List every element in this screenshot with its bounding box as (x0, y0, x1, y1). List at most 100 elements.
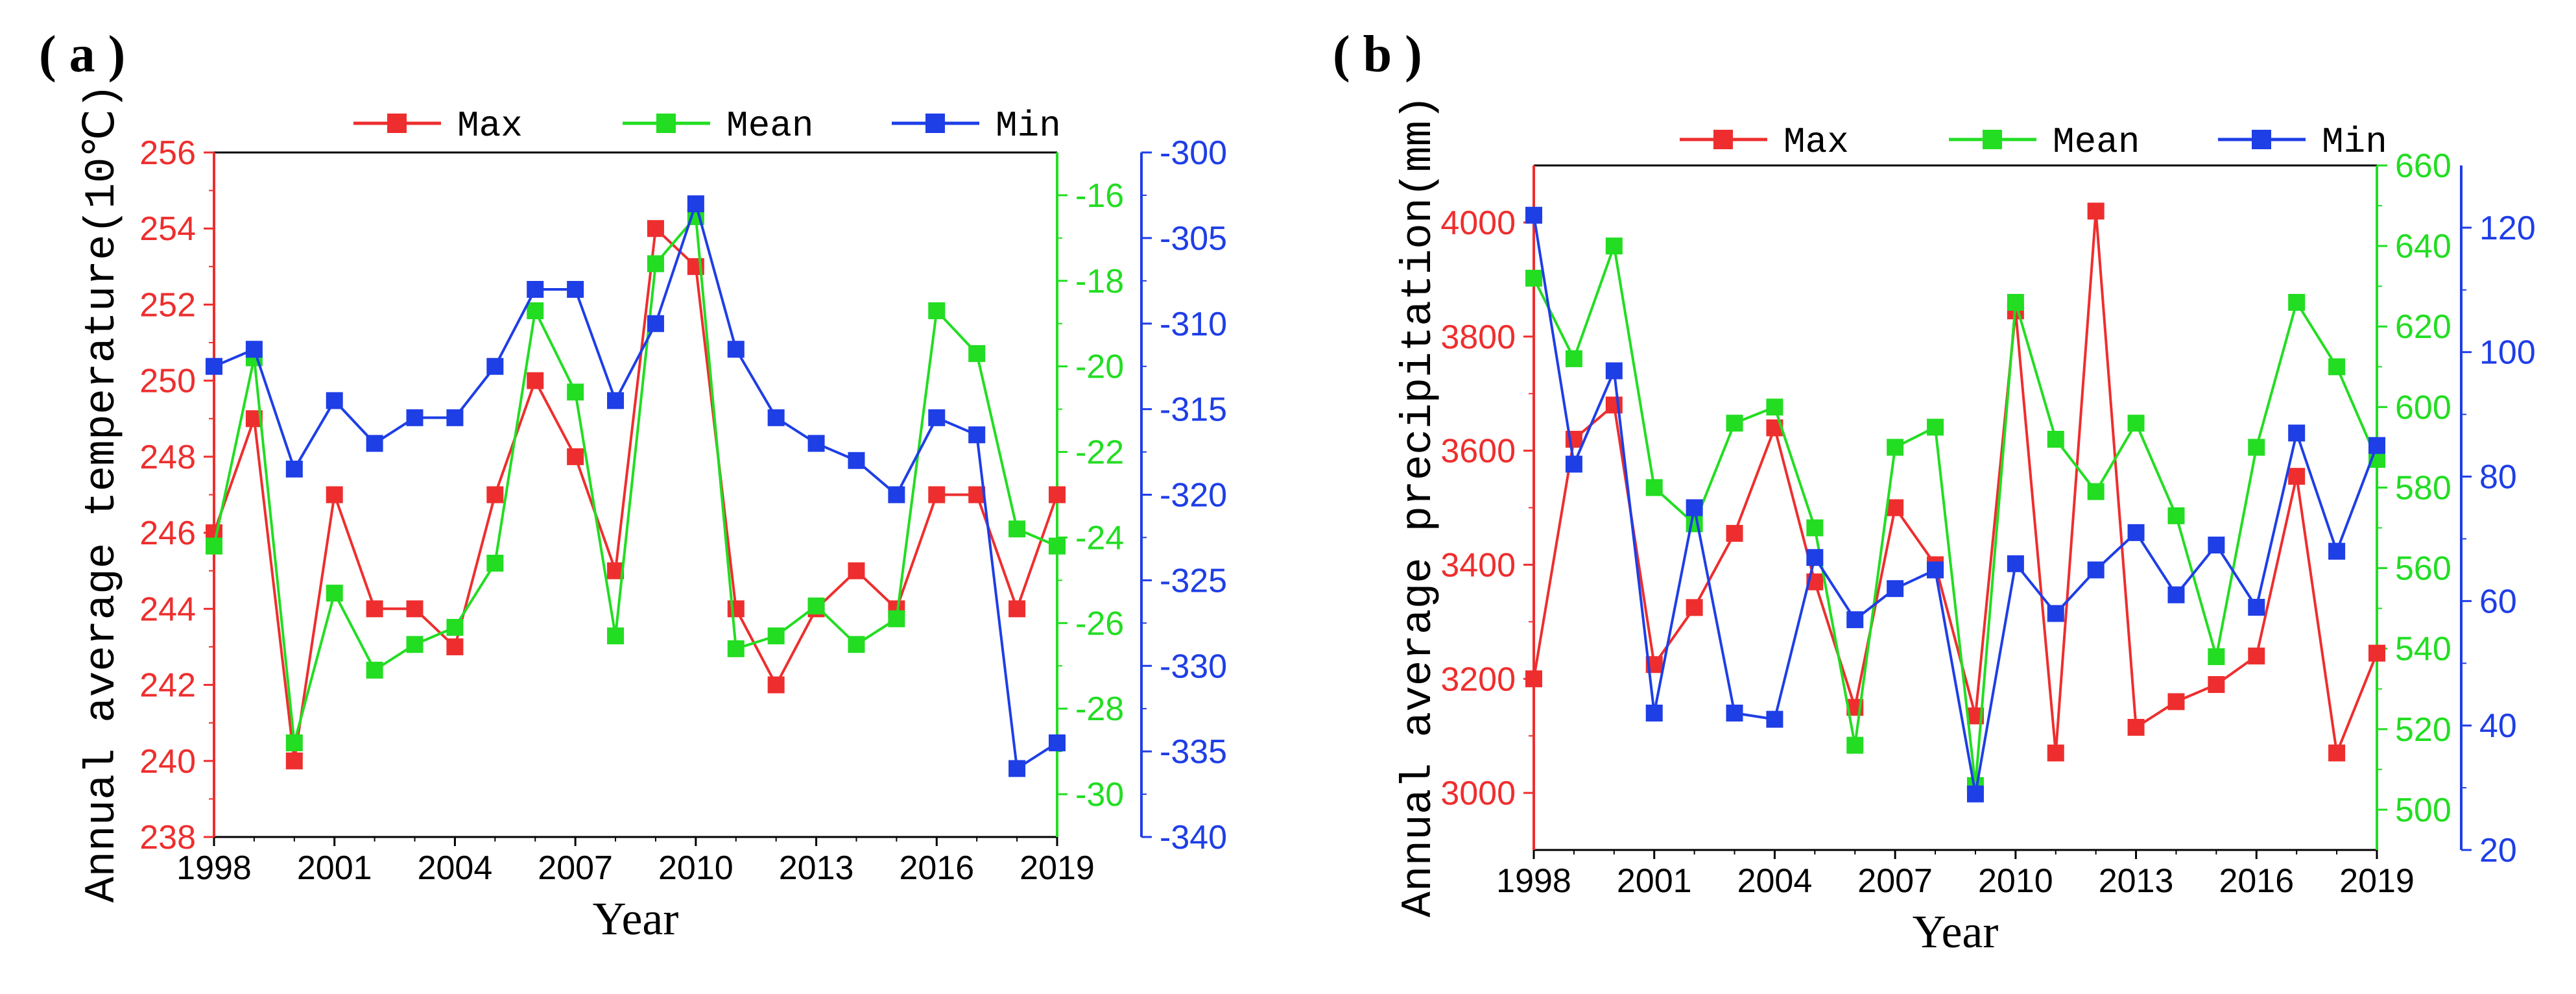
y-tick-label: -30 (1075, 776, 1124, 814)
legend-label-min: Min (2322, 121, 2387, 163)
data-point-min (2167, 586, 2185, 603)
data-point-max (1049, 486, 1066, 503)
y-tick-label: 248 (139, 439, 196, 476)
data-point-min (1887, 580, 1904, 598)
data-point-mean (1806, 519, 1824, 537)
x-tick-label: 2007 (1857, 862, 1933, 900)
legend-entry-mean: Mean (623, 105, 813, 147)
data-point-min (1806, 549, 1824, 566)
data-point-min (1605, 362, 1623, 380)
data-point-max (647, 220, 664, 237)
y-tick-label: 660 (2395, 147, 2451, 185)
y-tick-label: 244 (139, 590, 196, 628)
data-point-mean (727, 640, 745, 657)
data-point-mean (848, 636, 865, 653)
data-point-mean (326, 585, 343, 602)
data-point-mean (406, 636, 423, 653)
y-tick-label: 120 (2479, 210, 2536, 247)
data-point-min (727, 341, 745, 358)
y-tick-label: -22 (1075, 434, 1124, 472)
x-axis-label: Year (593, 893, 679, 945)
series-line-mean (1532, 241, 2378, 786)
data-point-mean (2047, 431, 2064, 448)
y-axis-mean: 500 520 540 560 580 600 620 640 660 (2376, 147, 2451, 850)
data-point-min (206, 358, 222, 375)
data-point-mean (607, 627, 625, 645)
series-line-min (213, 199, 1058, 771)
y-tick-label: 3000 (1440, 775, 1516, 812)
y-tick-label: 3200 (1440, 661, 1516, 698)
data-point-max (1726, 525, 1743, 542)
data-point-mean (888, 610, 905, 627)
x-tick-label: 2004 (418, 849, 493, 887)
x-tick-label: 2013 (2099, 862, 2174, 900)
legend-label-max: Max (1783, 121, 1849, 163)
y-tick-label: 242 (139, 667, 196, 705)
data-point-min (366, 435, 383, 452)
data-point-min (2328, 542, 2346, 560)
y-axis-max: 238 240 242 244 246 248 250 252 254 256 (139, 134, 215, 856)
data-point-max (2047, 744, 2064, 762)
data-point-min (1966, 785, 1984, 803)
data-point-min (1049, 734, 1066, 751)
y-axis-label: Annual average temperature(10℃) (78, 84, 126, 903)
series-max (206, 220, 1066, 770)
x-tick-label: 2019 (1020, 849, 1095, 887)
y-tick-label: -20 (1075, 348, 1124, 386)
y-tick-label: 640 (2395, 228, 2451, 265)
data-point-mean (206, 537, 222, 555)
x-tick-label: 2001 (1617, 862, 1692, 900)
data-point-min (2007, 555, 2024, 572)
x-tick-label: 2010 (658, 849, 733, 887)
legend-marker-mean (656, 114, 676, 133)
y-tick-label: -330 (1160, 648, 1227, 685)
data-point-min (527, 281, 544, 298)
data-point-mean (567, 383, 584, 401)
series-mean (206, 208, 1066, 751)
y-tick-label: 238 (139, 819, 196, 856)
y-tick-label: 240 (139, 743, 196, 781)
legend-label-max: Max (457, 105, 523, 147)
y-tick-label: 600 (2395, 389, 2451, 426)
data-point-min (2368, 437, 2385, 454)
y-tick-label: 520 (2395, 711, 2451, 749)
data-point-mean (807, 597, 825, 614)
data-point-min (2288, 424, 2306, 442)
data-point-max (446, 638, 464, 655)
y-tick-label: -305 (1160, 220, 1227, 258)
legend-marker-mean (1983, 130, 2002, 149)
y-tick-label: 3400 (1440, 546, 1516, 584)
data-point-max (406, 600, 423, 618)
x-tick-label: 2007 (538, 849, 613, 887)
data-point-mean (2328, 358, 2346, 376)
x-tick-label: 2013 (779, 849, 854, 887)
data-point-min (1525, 206, 1542, 224)
x-tick-label: 2016 (2219, 862, 2294, 900)
data-point-mean (2288, 294, 2306, 311)
y-tick-label: -16 (1075, 177, 1124, 215)
data-point-mean (2007, 294, 2024, 311)
data-point-min (1565, 455, 1582, 473)
series-min (1525, 206, 2385, 803)
data-point-max (1887, 499, 1904, 516)
data-point-min (1846, 611, 1864, 629)
data-point-max (527, 372, 544, 389)
series-line-max (1532, 211, 2378, 758)
data-point-mean (1605, 237, 1623, 255)
y-tick-label: 560 (2395, 550, 2451, 588)
data-point-min (647, 315, 664, 332)
data-point-min (607, 392, 625, 409)
data-point-min (1927, 561, 1944, 579)
data-point-min (2248, 598, 2265, 616)
data-point-mean (1766, 398, 1783, 416)
series-line-mean (213, 213, 1058, 744)
data-point-mean (767, 627, 785, 645)
data-point-min (285, 460, 303, 478)
data-point-mean (1726, 415, 1743, 432)
y-tick-label: 250 (139, 363, 196, 400)
series-line-max (213, 226, 1058, 762)
data-point-max (2167, 693, 2185, 710)
y-tick-label: -325 (1160, 562, 1227, 600)
data-point-mean (1887, 439, 1904, 456)
y-tick-label: -300 (1160, 134, 1227, 172)
